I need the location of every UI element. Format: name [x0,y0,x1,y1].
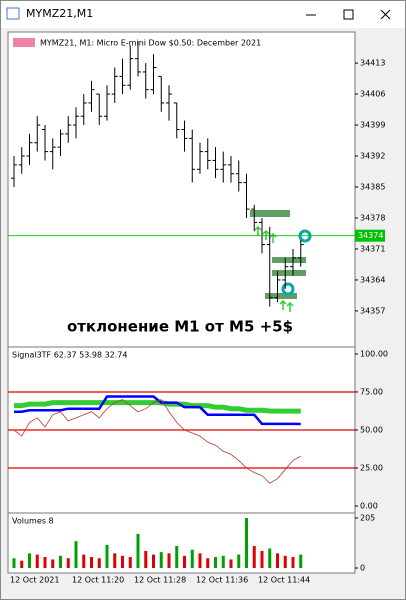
y-tick-label: 34413 [360,59,385,68]
x-tick-label: 12 Oct 11:44 [258,576,310,585]
volume-bar [283,555,287,568]
y-tick-label: 34364 [360,275,385,284]
y-tick-label: 25.00 [360,464,383,473]
y-tick-label: 34357 [360,306,385,315]
volume-bar [229,559,233,568]
maximize-button[interactable] [343,9,354,20]
volume-bar [59,555,62,568]
volume-bar [66,558,70,568]
y-tick-label: 34406 [360,90,385,99]
volume-title: Volumes 8 [12,517,54,526]
app-icon [6,7,20,20]
volume-bar [183,555,186,568]
x-tick-label: 12 Oct 11:36 [196,576,248,585]
y-tick-label: 50.00 [360,426,383,435]
y-tick-label: 34399 [360,121,385,130]
chart-title: MYMZ21, M1: Micro E-mini Dow $0.50: Dece… [40,39,261,48]
y-tick-label: 0 [360,564,365,573]
volume-bar [175,546,179,568]
volume-bar [190,549,194,568]
volume-bar [260,550,264,568]
volume-bar [167,553,171,568]
volume-bar [128,557,132,568]
volume-bar [144,550,148,568]
last-price-label: 34374 [358,231,383,240]
volume-bar [245,518,248,568]
volume-bar [113,553,117,568]
x-tick-label: 12 Oct 11:28 [134,576,186,585]
y-tick-label: 34392 [360,152,385,161]
indicator-line [13,399,301,484]
y-tick-label: 0.00 [360,502,378,511]
volume-bar [214,557,217,568]
volume-bar [35,554,39,568]
y-tick-label: 100.00 [360,349,388,358]
volume-bar [291,557,295,568]
y-tick-label: 75.00 [360,387,383,396]
volume-bar [276,553,279,568]
y-tick-label: 34378 [360,213,385,222]
chart-icons [13,38,35,47]
y-tick-label: 205 [360,514,375,523]
volume-bar [252,546,256,568]
volume-bar [198,553,202,568]
volume-bar [97,558,101,568]
volume-bar [28,553,31,568]
y-tick-label: 34385 [360,183,385,192]
x-tick-label: 12 Oct 2021 [10,576,59,585]
annotation: отклонение М1 от М5 +5$ [67,318,293,336]
volume-bar [268,548,272,568]
volume-bar [136,533,140,568]
volume-bar [206,558,210,568]
volume-bar [221,555,225,568]
volume-bar [237,554,241,568]
volume-bar [299,554,303,568]
volume-bar [82,554,86,568]
signal-overlay [250,210,306,299]
volume-bar [105,544,109,568]
close-button[interactable] [380,9,391,20]
volume-bar [121,555,124,568]
y-tick-label: 34371 [360,244,385,253]
indicator-line [14,395,301,426]
indicator-line [14,400,301,414]
volume-bar [90,557,93,568]
volume-bar [43,557,47,568]
chart-area [7,31,356,574]
volume-bar [152,554,155,568]
last-price-box [355,229,385,242]
window-title: MYMZ21,M1 [26,7,93,20]
indicator-title: Signal3TF 62.37 53.98 32.74 [12,351,128,360]
volume-bar [20,560,24,568]
volume-bar [74,541,78,568]
volume-bar [51,559,55,568]
volume-bar [12,558,16,568]
title-bar [1,1,405,28]
x-tick-label: 12 Oct 11:20 [72,576,124,585]
volume-bar [159,552,163,568]
